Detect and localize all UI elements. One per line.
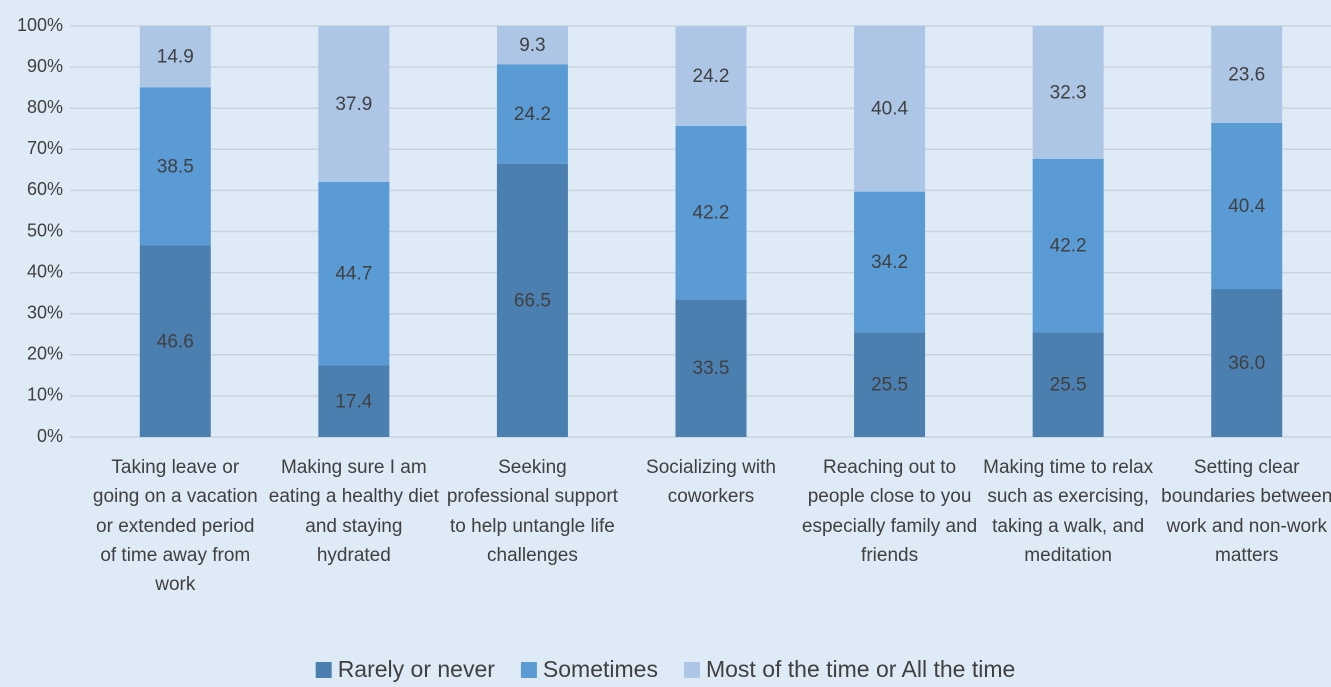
data-label: 32.3 — [1050, 82, 1087, 103]
x-tick-label: Seeking professional support to help unt… — [446, 457, 618, 566]
data-label: 37.9 — [335, 94, 372, 115]
y-tick-label: 20% — [27, 344, 63, 364]
bar-segment — [496, 64, 568, 164]
legend-swatch — [520, 662, 537, 678]
bar-segment — [1032, 26, 1104, 159]
y-tick-label: 40% — [27, 261, 63, 281]
legend-label: Sometimes — [543, 656, 658, 682]
bar-segment — [1032, 332, 1104, 437]
y-tick-label: 80% — [27, 97, 63, 117]
data-label: 42.2 — [1050, 235, 1087, 256]
bar-segment — [496, 163, 568, 437]
legend-swatch — [683, 662, 700, 678]
data-label: 36.0 — [1228, 353, 1265, 374]
x-tick-label: Making sure I am eating a healthy diet a… — [268, 457, 439, 566]
bar-segment — [854, 332, 926, 437]
data-label: 14.9 — [157, 47, 194, 68]
data-label: 42.2 — [693, 203, 730, 224]
y-tick-label: 10% — [27, 385, 63, 405]
bar-segment — [318, 181, 390, 366]
y-tick-label: 50% — [27, 220, 63, 240]
data-label: 44.7 — [335, 264, 372, 285]
data-label: 25.5 — [871, 375, 908, 396]
data-label: 66.5 — [514, 290, 551, 311]
data-label: 24.2 — [514, 104, 551, 125]
bar-segment — [318, 26, 390, 182]
legend-label: Rarely or never — [338, 656, 496, 682]
data-label: 40.4 — [871, 99, 908, 120]
y-tick-label: 100% — [17, 15, 63, 35]
bar-segment — [675, 299, 747, 437]
bar-segment — [139, 26, 211, 88]
x-tick-label: Taking leave or going on a vacation or e… — [92, 457, 258, 596]
y-tick-label: 30% — [27, 302, 63, 322]
y-tick-label: 60% — [27, 179, 63, 199]
bar-segment — [1211, 26, 1283, 123]
y-tick-label: 90% — [27, 56, 63, 76]
x-tick-label: Setting clear boundaries between work an… — [1161, 457, 1331, 566]
y-tick-label: 70% — [27, 138, 63, 158]
bar-segment — [675, 125, 747, 300]
bar-segment — [854, 191, 926, 333]
data-label: 40.4 — [1228, 196, 1265, 217]
bar-segment — [1211, 289, 1283, 437]
data-label: 25.5 — [1050, 375, 1087, 396]
data-label: 24.2 — [693, 66, 730, 87]
data-label: 33.5 — [693, 358, 730, 379]
legend-label: Most of the time or All the time — [706, 656, 1015, 682]
legend-swatch — [315, 662, 332, 678]
bar-segment — [139, 245, 211, 437]
data-label: 34.2 — [871, 252, 908, 273]
bar-segment — [1211, 122, 1283, 290]
data-label: 9.3 — [519, 35, 545, 56]
y-tick-label: 0% — [37, 426, 63, 446]
x-tick-label: Making time to relax such as exercising,… — [983, 457, 1154, 566]
bar-segment — [854, 25, 926, 192]
data-label: 17.4 — [335, 391, 372, 412]
bar-segment — [675, 26, 747, 126]
data-label: 46.6 — [157, 331, 194, 352]
data-label: 38.5 — [157, 156, 194, 177]
bar-segment — [1032, 158, 1104, 333]
data-label: 23.6 — [1228, 65, 1265, 86]
bar-segment — [318, 365, 390, 437]
x-tick-label: Socializing with coworkers — [646, 457, 776, 508]
x-tick-label: Reaching out to people close to you espe… — [801, 457, 978, 566]
bar-segment — [496, 26, 568, 65]
bar-segment — [139, 87, 211, 246]
